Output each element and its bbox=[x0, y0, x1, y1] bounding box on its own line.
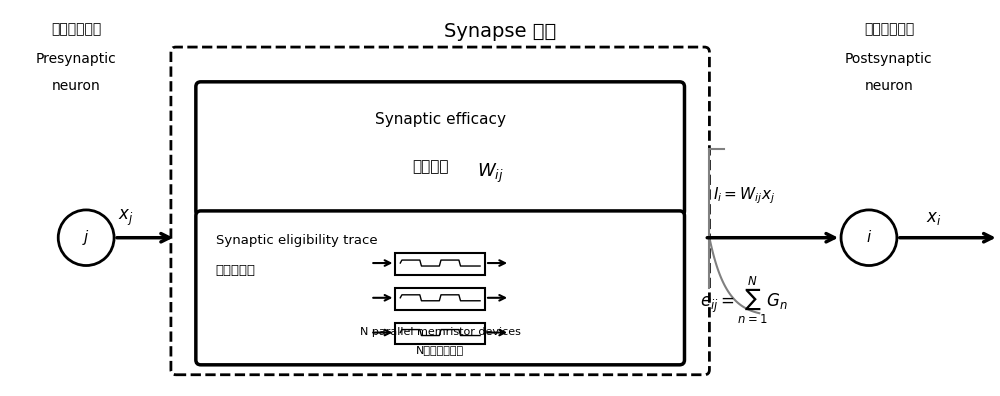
Text: $x_j$: $x_j$ bbox=[118, 208, 134, 228]
Text: j: j bbox=[84, 230, 88, 245]
Text: i: i bbox=[867, 230, 871, 245]
Text: 突触前神经元: 突触前神经元 bbox=[51, 22, 101, 36]
FancyBboxPatch shape bbox=[395, 323, 485, 345]
FancyBboxPatch shape bbox=[395, 253, 485, 275]
Text: Presynaptic: Presynaptic bbox=[36, 52, 117, 66]
Text: $I_i = W_{ij}x_j$: $I_i = W_{ij}x_j$ bbox=[713, 186, 775, 206]
Text: Synaptic efficacy: Synaptic efficacy bbox=[375, 112, 506, 127]
Text: N parallel memristor devices: N parallel memristor devices bbox=[360, 327, 521, 337]
Text: neuron: neuron bbox=[865, 79, 913, 93]
Text: N个并联忆阻器: N个并联忆阻器 bbox=[416, 345, 464, 355]
FancyBboxPatch shape bbox=[395, 288, 485, 310]
Text: Synapse 突触: Synapse 突触 bbox=[444, 22, 556, 41]
Text: neuron: neuron bbox=[52, 79, 101, 93]
FancyBboxPatch shape bbox=[196, 82, 684, 216]
Text: $e_{ij} = \sum_{n=1}^{N} G_n$: $e_{ij} = \sum_{n=1}^{N} G_n$ bbox=[700, 274, 788, 326]
Circle shape bbox=[58, 210, 114, 266]
Text: 突触资格迹: 突触资格迹 bbox=[216, 263, 256, 276]
Text: 突触后神经元: 突触后神经元 bbox=[864, 22, 914, 36]
FancyBboxPatch shape bbox=[196, 211, 684, 365]
Text: Postsynaptic: Postsynaptic bbox=[845, 52, 933, 66]
Circle shape bbox=[841, 210, 897, 266]
Text: 突触功效: 突触功效 bbox=[412, 159, 448, 174]
Text: $x_i$: $x_i$ bbox=[926, 209, 942, 227]
Text: Synaptic eligibility trace: Synaptic eligibility trace bbox=[216, 234, 377, 247]
FancyBboxPatch shape bbox=[171, 47, 709, 375]
Text: $W_{ij}$: $W_{ij}$ bbox=[477, 162, 503, 185]
